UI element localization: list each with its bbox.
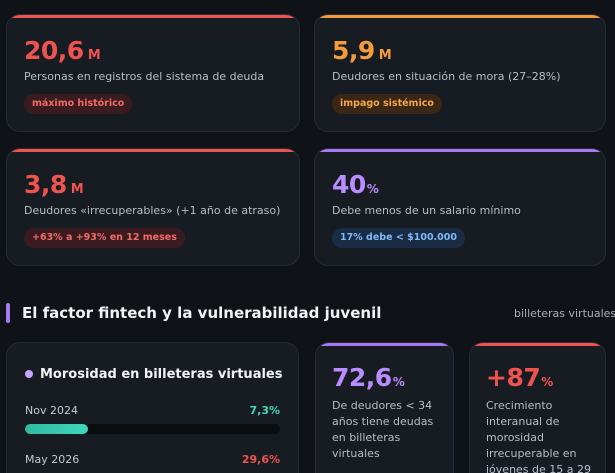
section-tag: billeteras virtuales: [514, 307, 615, 320]
section-title: El factor fintech y la vulnerabilidad ju…: [22, 304, 382, 322]
progress-fill: [25, 424, 88, 434]
stat-card-crecimiento-jovenes: +87% Crecimiento interanual de morosidad…: [469, 342, 606, 473]
stat-card-salario: 40% Debe menos de un salario mínimo 17% …: [314, 148, 606, 266]
stat-card-jovenes-billeteras: 72,6% De deudores < 34 años tiene deudas…: [315, 342, 454, 473]
stat-value: +87%: [486, 363, 553, 392]
panel-morosidad-billeteras: [6, 342, 299, 473]
card-accent-bar: [7, 15, 299, 18]
card-accent-bar: [315, 149, 605, 152]
stat-description: Deudores en situación de mora (27–28%): [332, 70, 561, 83]
row-value: 7,3%: [249, 404, 280, 417]
stat-value: 72,6%: [332, 363, 405, 392]
progress-track: [25, 424, 280, 434]
stat-description: Debe menos de un salario mínimo: [332, 204, 521, 217]
status-badge: 17% debe < $100.000: [332, 228, 465, 248]
stat-card-irrecuperables: 3,8 M Deudores «irrecuperables» (+1 año d…: [6, 148, 300, 266]
stat-value: 40%: [332, 170, 379, 199]
stat-description: Crecimiento interanual de morosidad irre…: [486, 399, 592, 473]
row-label: May 2026: [25, 453, 80, 466]
stat-card-mora: 5,9 M Deudores en situación de mora (27–2…: [314, 14, 606, 132]
stat-value: 3,8 M: [24, 170, 84, 199]
stat-value: 20,6 M: [24, 36, 101, 65]
stat-description: Personas en registros del sistema de deu…: [24, 70, 265, 83]
row-label: Nov 2024: [25, 404, 78, 417]
card-accent-bar: [7, 149, 299, 152]
stat-value: 5,9 M: [332, 36, 392, 65]
card-accent-bar: [470, 343, 605, 346]
stat-description: Deudores «irrecuperables» (+1 año de atr…: [24, 204, 281, 217]
stat-card-registros: 20,6 M Personas en registros del sistema …: [6, 14, 300, 132]
bullet-dot-icon: [25, 370, 33, 378]
row-value: 29,6%: [241, 453, 280, 466]
status-badge: impago sistémico: [332, 94, 442, 114]
stat-description: De deudores < 34 años tiene deudas en bi…: [332, 399, 434, 460]
section-accent-bar: [6, 303, 10, 323]
card-accent-bar: [316, 343, 453, 346]
status-badge: máximo histórico: [24, 94, 133, 114]
panel-title: Morosidad en billeteras virtuales: [40, 367, 283, 382]
status-badge: +63% a +93% en 12 meses: [24, 228, 185, 248]
card-accent-bar: [315, 15, 605, 18]
